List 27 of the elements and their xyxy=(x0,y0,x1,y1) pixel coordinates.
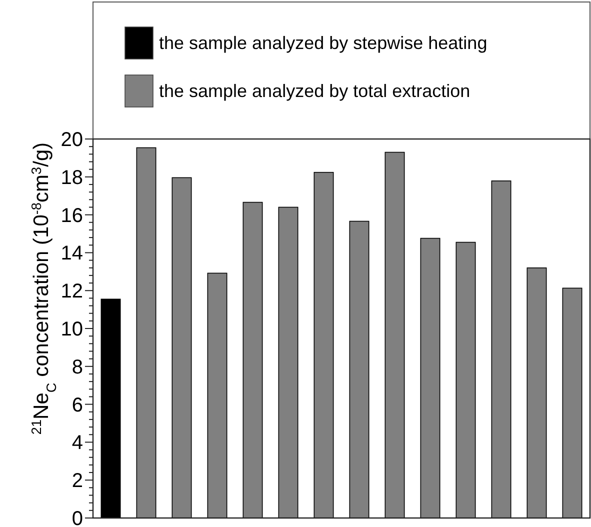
bar xyxy=(349,220,370,518)
y-tick-label: 0 xyxy=(72,508,83,527)
y-tick-label: 16 xyxy=(60,204,83,227)
legend-label: the sample analyzed by total extraction xyxy=(159,81,470,101)
bar xyxy=(100,298,121,518)
y-tick-label: 18 xyxy=(60,166,83,189)
bar xyxy=(526,267,547,518)
bar xyxy=(456,242,476,518)
y-tick-label: 14 xyxy=(60,242,83,265)
bar xyxy=(136,147,156,518)
bar xyxy=(207,272,228,518)
y-tick-label: 10 xyxy=(60,318,83,340)
bar xyxy=(562,288,582,518)
bar xyxy=(314,172,334,518)
bar xyxy=(172,177,192,518)
y-tick-label: 20 xyxy=(60,129,83,151)
y-tick-label: 8 xyxy=(72,356,83,378)
bar xyxy=(420,238,440,518)
bar xyxy=(242,202,263,518)
y-tick-label: 6 xyxy=(72,394,83,416)
y-tick-label: 2 xyxy=(72,470,83,492)
y-tick-label: 12 xyxy=(60,280,83,303)
bar xyxy=(491,180,512,518)
bar xyxy=(384,152,405,518)
y-tick-label: 4 xyxy=(72,432,83,454)
bar xyxy=(278,206,298,518)
legend-label: the sample analyzed by stepwise heating xyxy=(159,33,488,53)
